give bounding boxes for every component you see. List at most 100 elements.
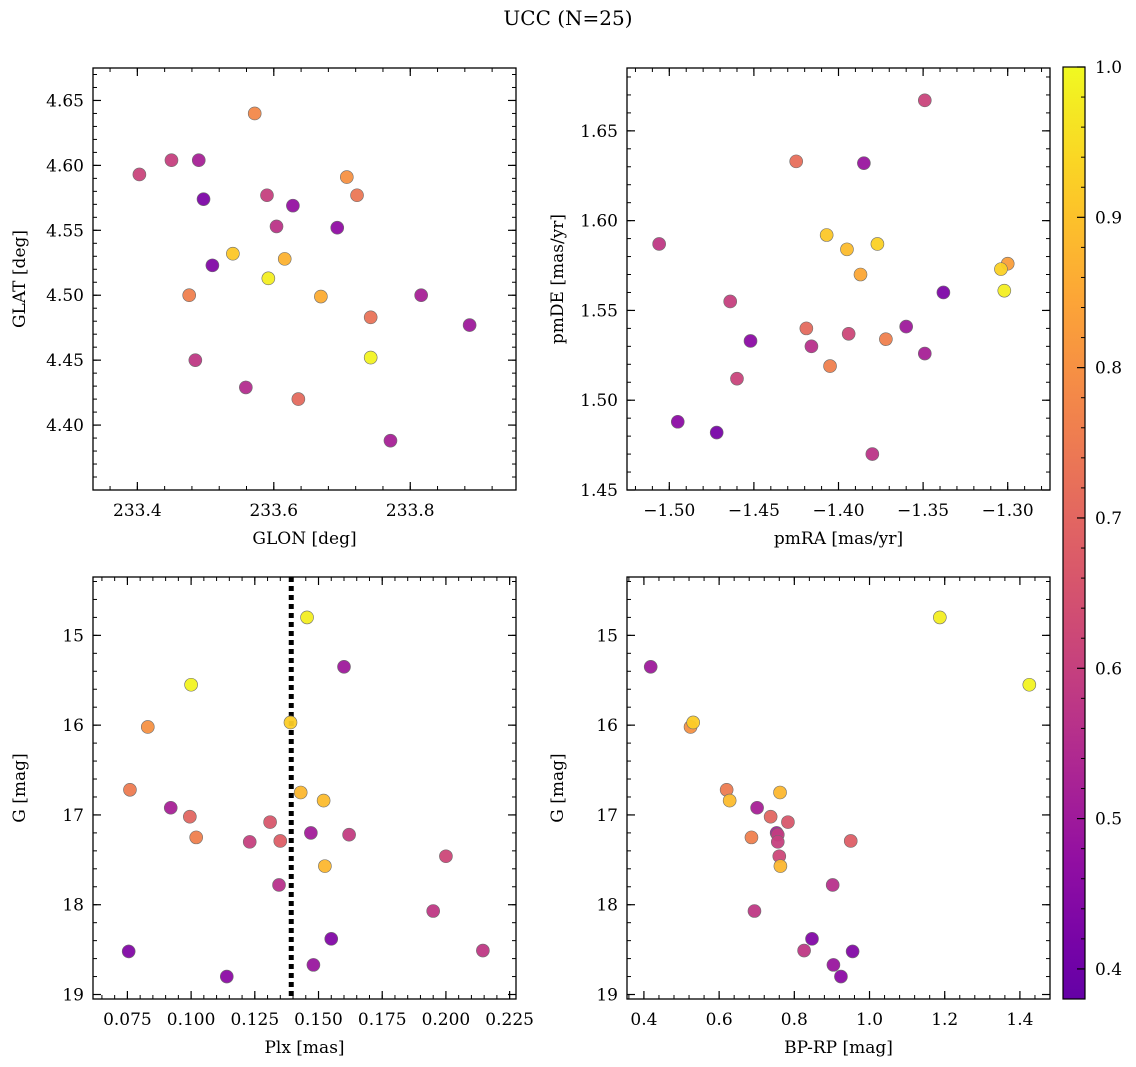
- data-point: [293, 785, 308, 800]
- data-point: [789, 154, 804, 169]
- data-point: [797, 943, 811, 958]
- data-point: [247, 106, 262, 121]
- x-axis-label: Plx [mas]: [264, 1038, 344, 1058]
- data-point: [219, 969, 234, 984]
- data-point: [132, 167, 147, 182]
- data-point: [184, 677, 198, 692]
- data-point: [853, 267, 868, 282]
- data-point: [841, 326, 856, 341]
- data-point: [205, 258, 220, 273]
- y-tick-label: 4.50: [46, 286, 84, 306]
- y-tick-label: 17: [596, 806, 618, 826]
- plot-frame: [92, 576, 517, 1000]
- data-point: [773, 859, 788, 873]
- data-point: [277, 252, 292, 266]
- x-tick-label: −1.45: [728, 501, 780, 521]
- data-point: [834, 969, 848, 984]
- data-point: [670, 414, 685, 429]
- y-tick-label: 4.45: [46, 351, 84, 371]
- data-point: [744, 830, 759, 845]
- x-tick-label: 1.4: [1006, 1010, 1033, 1030]
- data-point: [300, 610, 314, 625]
- data-point: [196, 192, 211, 206]
- x-tick-label: 233.8: [386, 501, 435, 521]
- x-tick-label: 0.6: [706, 1010, 733, 1030]
- colorbar-tick-label: 0.8: [1095, 359, 1122, 379]
- data-point: [643, 659, 658, 674]
- y-tick-label: 4.60: [46, 156, 84, 176]
- data-point: [994, 262, 1008, 276]
- x-tick-label: 0.4: [630, 1010, 657, 1030]
- data-point: [226, 246, 240, 261]
- x-tick-label: 0.150: [294, 1010, 343, 1030]
- y-axis-label: G [mag]: [10, 753, 30, 822]
- data-point: [439, 849, 453, 864]
- data-point: [350, 188, 364, 203]
- data-point: [269, 219, 284, 234]
- data-point: [870, 237, 885, 251]
- data-point: [188, 353, 203, 367]
- data-point: [324, 932, 339, 946]
- x-tick-label: 0.100: [167, 1010, 216, 1030]
- x-axis-label: GLON [deg]: [252, 529, 356, 549]
- data-point: [709, 425, 724, 440]
- y-axis-label: G [mag]: [548, 753, 568, 822]
- data-point: [263, 815, 277, 829]
- data-point: [743, 334, 758, 348]
- plot-frame: [626, 576, 1051, 1000]
- x-tick-label: 0.8: [781, 1010, 808, 1030]
- data-point: [260, 188, 274, 203]
- x-tick-label: 0.200: [422, 1010, 471, 1030]
- y-tick-label: 4.55: [46, 221, 84, 241]
- y-tick-label: 18: [62, 896, 84, 916]
- x-tick-label: 0.175: [358, 1010, 407, 1030]
- colorbar-tick-label: 0.7: [1095, 509, 1122, 529]
- colorbar-gradient: [1062, 66, 1086, 1000]
- data-point: [857, 156, 871, 170]
- y-axis-label: GLAT [deg]: [10, 230, 30, 328]
- data-point: [843, 834, 858, 848]
- y-tick-label: 1.65: [580, 122, 618, 142]
- data-point: [306, 958, 321, 972]
- x-tick-label: 0.225: [485, 1010, 534, 1030]
- data-point: [845, 944, 860, 959]
- colorbar-tick-label: 0.9: [1095, 208, 1122, 228]
- data-point: [339, 170, 354, 184]
- data-point: [164, 153, 179, 167]
- y-tick-label: 1.45: [580, 481, 618, 501]
- x-tick-label: 1.2: [931, 1010, 958, 1030]
- x-tick-label: 233.4: [113, 501, 162, 521]
- data-point: [933, 610, 947, 625]
- data-point: [917, 346, 932, 361]
- x-tick-label: 1.0: [856, 1010, 883, 1030]
- subplot-3: 0.075 0.100 0.125 0.150 0.175 0.200 0.225 15 16 1…: [10, 576, 534, 1058]
- data-point: [804, 339, 819, 354]
- data-point: [330, 220, 345, 235]
- data-point: [182, 288, 196, 303]
- plot-frame: [626, 67, 1051, 491]
- data-point: [936, 285, 951, 300]
- data-point: [826, 958, 841, 972]
- data-point: [163, 800, 178, 815]
- colorbar: 0.4 0.5 0.6 0.7 0.8 0.9 1.0: [1062, 58, 1122, 1000]
- y-tick-label: 15: [596, 626, 618, 646]
- colorbar-tick-label: 1.0: [1095, 58, 1122, 78]
- data-point: [363, 310, 378, 325]
- data-point: [899, 319, 913, 334]
- data-point: [261, 271, 276, 286]
- data-point: [686, 715, 700, 730]
- data-point: [462, 318, 477, 332]
- data-point: [318, 859, 332, 873]
- y-tick-label: 4.65: [46, 91, 84, 111]
- data-point: [723, 294, 738, 309]
- data-point: [865, 447, 880, 461]
- data-point: [314, 289, 328, 304]
- data-point: [799, 321, 814, 336]
- y-tick-label: 16: [62, 716, 84, 736]
- data-point: [781, 815, 795, 829]
- data-point: [1022, 677, 1037, 692]
- data-point: [805, 932, 819, 946]
- y-tick-label: 19: [62, 986, 84, 1006]
- data-point: [750, 800, 764, 815]
